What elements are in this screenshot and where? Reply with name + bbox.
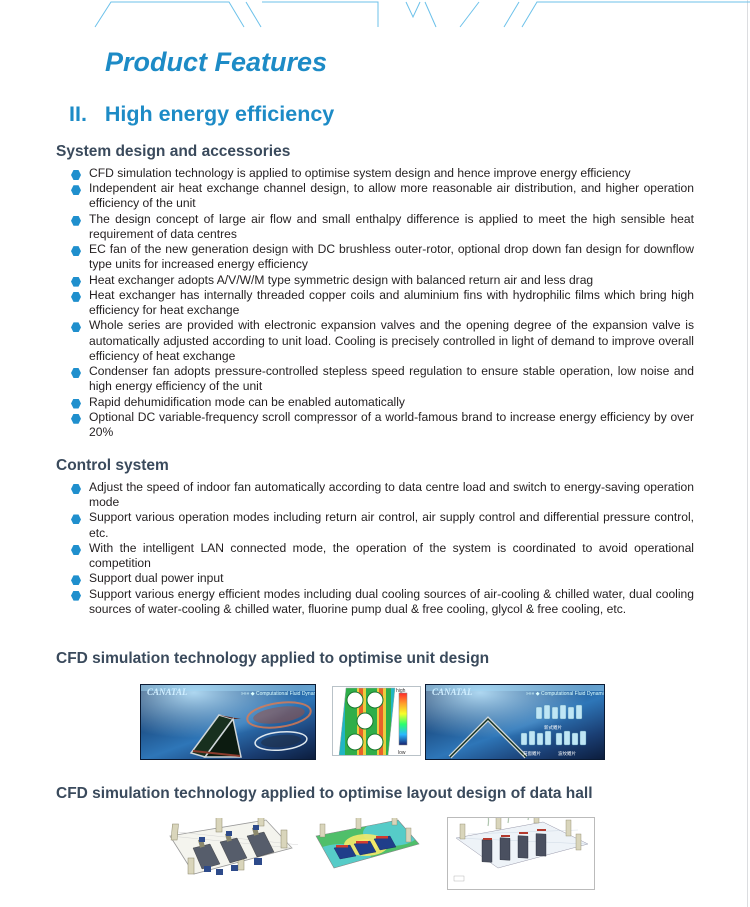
svg-text:CANATAL: CANATAL — [147, 687, 188, 697]
svg-text:新式鳍片: 新式鳍片 — [544, 724, 562, 731]
svg-text:low: low — [398, 750, 406, 756]
svg-text:»»» ◆ Computational Fluid Dyna: »»» ◆ Computational Fluid Dynamics — [241, 691, 316, 697]
svg-text:开窗鳍片: 开窗鳍片 — [523, 750, 541, 757]
svg-text:波纹鳍片: 波纹鳍片 — [558, 750, 576, 757]
svg-text:CANATAL: CANATAL — [432, 687, 473, 697]
svg-text:»»» ◆ Computational Fluid Dyna: »»» ◆ Computational Fluid Dynamics — [526, 691, 605, 697]
svg-text:high: high — [396, 688, 406, 694]
